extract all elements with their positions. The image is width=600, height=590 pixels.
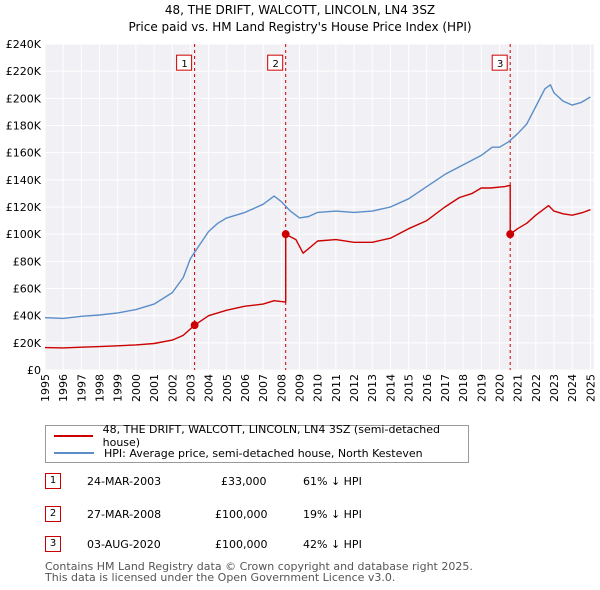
x-tick-label: 2003: [184, 374, 197, 402]
x-tick-label: 2016: [421, 374, 434, 402]
x-tick-label: 2001: [148, 374, 161, 402]
y-tick-label: £140K: [6, 174, 42, 187]
y-tick-label: £100K: [6, 228, 42, 241]
x-tick-label: 2013: [366, 374, 379, 402]
sale-marker-badge: [176, 54, 193, 71]
legend-item-property: 48, THE DRIFT, WALCOTT, LINCOLN, LN4 3SZ…: [54, 423, 468, 449]
sale-badge: 3: [45, 536, 61, 552]
legend-item-hpi: HPI: Average price, semi-detached house,…: [54, 445, 423, 461]
x-tick-label: 2025: [584, 374, 597, 402]
sale-price: £100,000: [215, 508, 268, 521]
x-tick-label: 2018: [457, 374, 470, 402]
x-tick-label: 1996: [57, 374, 70, 402]
y-tick-label: £80K: [13, 255, 42, 268]
legend-label-hpi: HPI: Average price, semi-detached house,…: [104, 446, 423, 460]
sale-point: [190, 321, 199, 330]
x-tick-label: 2015: [403, 374, 416, 402]
sale-point: [506, 230, 515, 239]
x-tick-label: 2000: [130, 374, 143, 402]
sale-badge: 1: [45, 473, 61, 489]
x-tick-label: 2002: [166, 374, 179, 402]
y-tick-label: £120K: [6, 201, 42, 214]
y-tick-label: £240K: [6, 38, 42, 51]
x-tick-label: 1995: [39, 374, 52, 402]
x-tick-label: 2021: [512, 374, 525, 402]
legend-label-property: 48, THE DRIFT, WALCOTT, LINCOLN, LN4 3SZ…: [102, 423, 441, 449]
sale-row: 2 27-MAR-2008 £100,000 19% ↓ HPI: [45, 506, 465, 524]
sale-hpi-diff: 19% ↓ HPI: [303, 508, 362, 521]
sale-price: £100,000: [215, 538, 268, 551]
sale-date: 03-AUG-2020: [87, 538, 161, 551]
x-tick-label: 2022: [530, 374, 543, 402]
sale-marker-label: 3: [497, 59, 503, 70]
y-tick-label: £20K: [13, 337, 42, 350]
x-tick-label: 2019: [475, 374, 488, 402]
x-tick-label: 2004: [203, 374, 216, 402]
sale-marker-badge: [491, 54, 508, 71]
legend-swatch-property: [54, 435, 93, 437]
x-tick-label: 1999: [112, 374, 125, 402]
sale-date: 27-MAR-2008: [87, 508, 162, 521]
x-tick-label: 2010: [312, 374, 325, 402]
x-tick-label: 2020: [493, 374, 506, 402]
x-tick-label: 2008: [275, 374, 288, 402]
x-tick-label: 2005: [221, 374, 234, 402]
chart: 48, THE DRIFT, WALCOTT, LINCOLN, LN4 3SZ…: [6, 3, 598, 402]
x-tick-label: 2006: [239, 374, 252, 402]
legend-swatch-hpi: [54, 452, 94, 454]
sale-price: £33,000: [221, 475, 267, 488]
chart-subtitle: Price paid vs. HM Land Registry's House …: [128, 20, 471, 34]
sale-row: 3 03-AUG-2020 £100,000 42% ↓ HPI: [45, 536, 465, 554]
y-tick-label: £0: [27, 364, 41, 377]
sale-date: 24-MAR-2003: [87, 475, 162, 488]
footer: Contains HM Land Registry data © Crown c…: [45, 561, 473, 583]
x-tick-label: 2014: [384, 374, 397, 402]
chart-title: 48, THE DRIFT, WALCOTT, LINCOLN, LN4 3SZ: [165, 3, 435, 17]
x-tick-label: 2012: [348, 374, 361, 402]
x-tick-label: 1997: [75, 374, 88, 402]
x-tick-label: 2024: [566, 374, 579, 402]
sale-marker-label: 1: [181, 59, 187, 70]
sale-badge: 2: [45, 506, 61, 522]
sale-hpi-diff: 61% ↓ HPI: [303, 475, 362, 488]
x-tick-label: 1998: [94, 374, 107, 402]
property-series-line: [44, 184, 591, 349]
y-tick-label: £200K: [6, 92, 42, 105]
hpi-series-line: [44, 84, 591, 320]
x-tick-label: 2009: [294, 374, 307, 402]
x-tick-label: 2023: [548, 374, 561, 402]
footer-copyright: Contains HM Land Registry data © Crown c…: [45, 560, 473, 573]
x-tick-label: 2007: [257, 374, 270, 402]
footer-licence: This data is licensed under the Open Gov…: [45, 571, 396, 584]
x-tick-label: 2011: [330, 374, 343, 402]
x-tick-label: 2017: [439, 374, 452, 402]
sale-row: 1 24-MAR-2003 £33,000 61% ↓ HPI: [45, 473, 465, 491]
y-tick-label: £60K: [13, 283, 42, 296]
y-tick-label: £220K: [6, 65, 42, 78]
y-tick-label: £160K: [6, 147, 42, 160]
sale-hpi-diff: 42% ↓ HPI: [303, 538, 362, 551]
y-tick-label: £40K: [13, 310, 42, 323]
sale-marker-badge: [267, 54, 284, 71]
sale-marker-label: 2: [272, 59, 278, 70]
y-tick-label: £180K: [6, 120, 42, 133]
sale-point: [281, 230, 290, 239]
legend: 48, THE DRIFT, WALCOTT, LINCOLN, LN4 3SZ…: [45, 423, 469, 463]
